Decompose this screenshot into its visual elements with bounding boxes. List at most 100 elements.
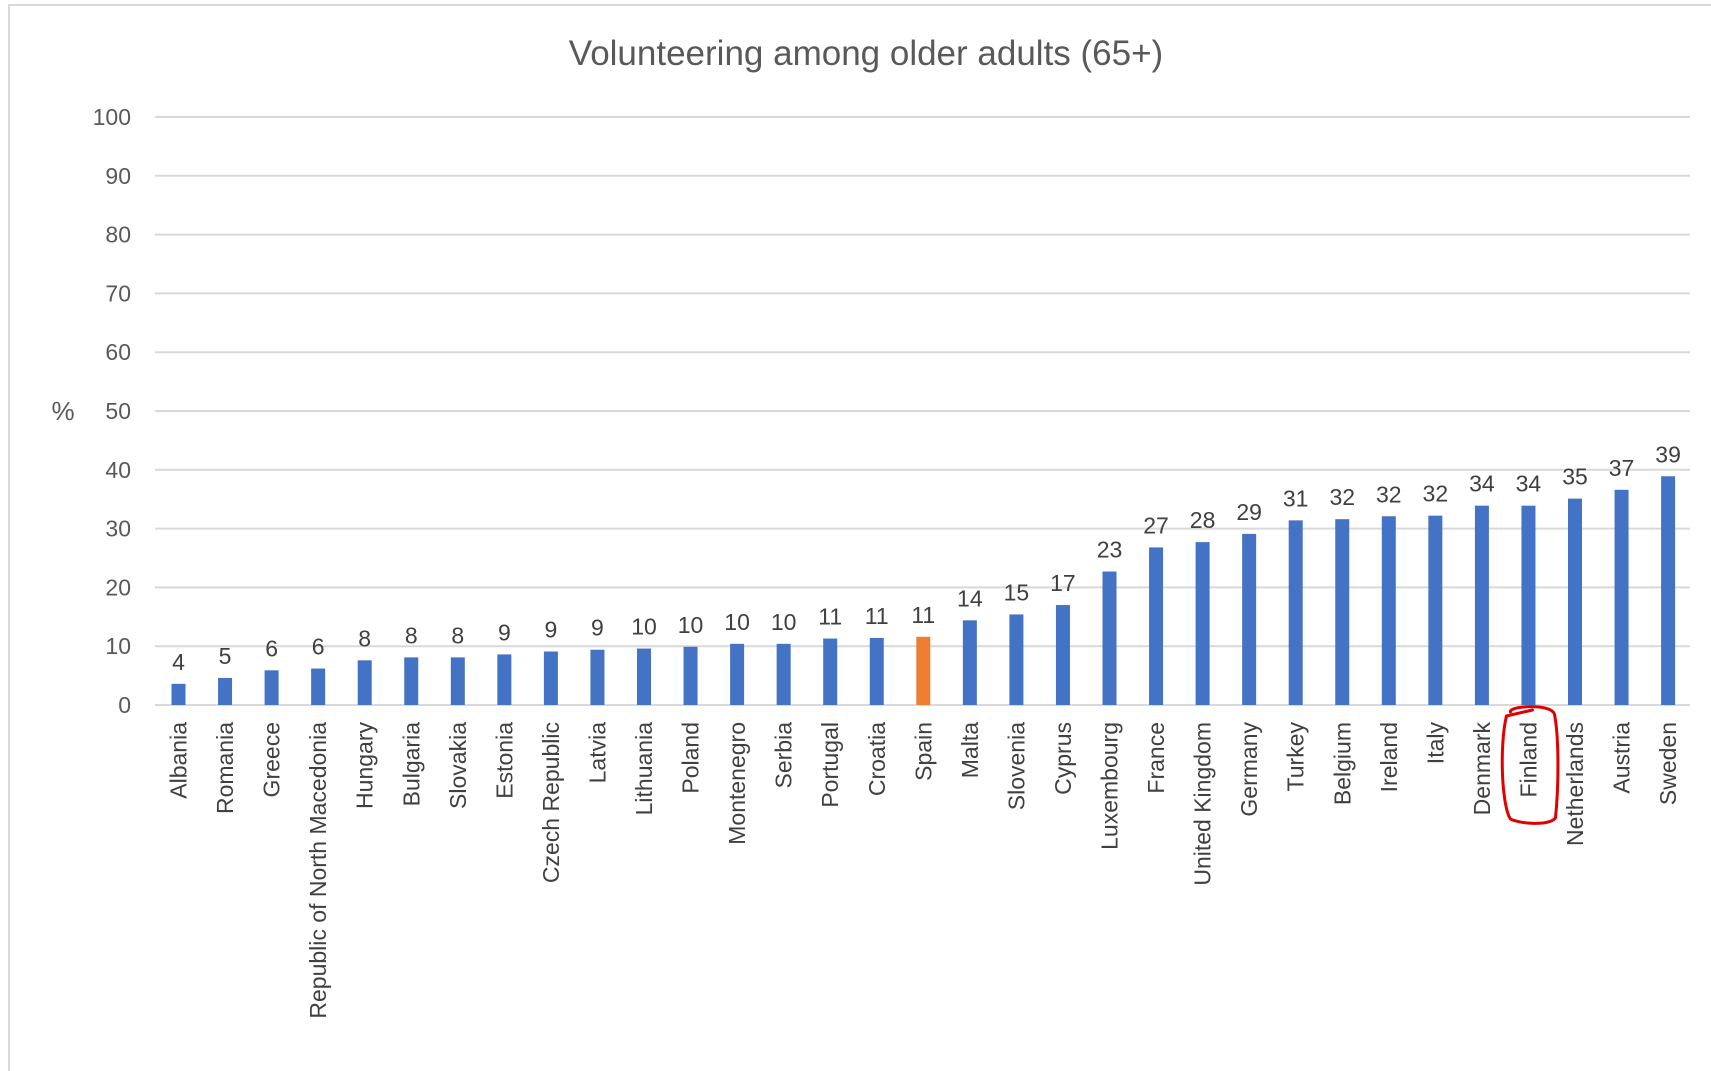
bar-romania (218, 678, 232, 705)
bar-cyprus (1056, 605, 1070, 705)
data-label: 27 (1143, 512, 1169, 538)
data-label: 32 (1423, 481, 1449, 507)
bar-greece (265, 670, 279, 705)
bar-montenegro (730, 644, 744, 705)
category-label: Denmark (1469, 722, 1495, 816)
data-label: 32 (1329, 484, 1355, 510)
category-label: Lithuania (631, 722, 657, 816)
category-label: Bulgaria (398, 722, 424, 807)
data-label: 6 (265, 635, 278, 661)
bar-latvia (590, 650, 604, 705)
category-label: Croatia (864, 722, 890, 796)
y-tick-label: 100 (93, 104, 131, 130)
category-label: Hungary (352, 722, 378, 809)
data-label: 15 (1004, 579, 1030, 605)
category-label: Greece (259, 722, 285, 797)
y-tick-label: 0 (118, 692, 131, 718)
bar-denmark (1475, 506, 1489, 705)
bars (172, 476, 1676, 705)
data-label: 29 (1236, 499, 1262, 525)
bar-lithuania (637, 649, 651, 705)
y-axis-label: % (51, 396, 74, 426)
data-label: 14 (957, 585, 983, 611)
bar-estonia (497, 654, 511, 705)
category-label: Slovenia (1003, 722, 1029, 810)
data-label: 8 (358, 625, 371, 651)
category-label: Malta (957, 722, 983, 778)
category-label: Estonia (491, 722, 517, 799)
category-label: Turkey (1283, 722, 1309, 792)
bar-italy (1428, 516, 1442, 705)
category-label: Montenegro (724, 722, 750, 845)
category-label: Austria (1609, 722, 1635, 794)
category-label: Latvia (584, 722, 610, 784)
data-label: 37 (1609, 455, 1635, 481)
y-tick-label: 30 (105, 516, 131, 542)
bar-turkey (1289, 520, 1303, 705)
category-label: Ireland (1376, 722, 1402, 792)
y-tick-label: 90 (105, 163, 131, 189)
data-label: 5 (219, 643, 232, 669)
data-label: 32 (1376, 481, 1402, 507)
bar-sweden (1661, 476, 1675, 705)
data-label: 9 (545, 616, 558, 642)
data-label: 9 (498, 619, 511, 645)
data-label: 35 (1562, 464, 1588, 490)
category-label: Spain (910, 722, 936, 781)
chart-title: Volunteering among older adults (65+) (569, 34, 1163, 73)
data-label: 10 (724, 609, 750, 635)
data-label: 10 (771, 609, 797, 635)
y-tick-label: 50 (105, 398, 131, 424)
data-label: 34 (1469, 471, 1495, 497)
bar-germany (1242, 534, 1256, 705)
category-label: Czech Republic (538, 722, 564, 883)
category-labels: Albania Romania Greece Republic of North Ma… (166, 722, 1682, 1019)
data-label: 17 (1050, 570, 1076, 596)
bar-belgium (1335, 519, 1349, 705)
category-label: Germany (1236, 722, 1262, 817)
bar-france (1149, 547, 1163, 705)
data-label: 31 (1283, 485, 1309, 511)
bar-austria (1615, 490, 1629, 705)
data-label: 23 (1097, 537, 1123, 563)
y-tick-label: 60 (105, 339, 131, 365)
bar-albania (172, 684, 186, 705)
data-label: 9 (591, 615, 604, 641)
category-label: Portugal (817, 722, 843, 808)
bar-serbia (777, 644, 791, 705)
bar-portugal (823, 639, 837, 705)
category-label: Belgium (1329, 722, 1355, 805)
category-label: Albania (166, 722, 192, 799)
category-label: Slovakia (445, 722, 471, 809)
category-label: Sweden (1655, 722, 1681, 805)
bar-bulgaria (404, 657, 418, 705)
data-label: 10 (678, 612, 704, 638)
data-label: 28 (1190, 507, 1216, 533)
y-tick-label: 20 (105, 574, 131, 600)
bar-netherlands (1568, 499, 1582, 705)
bar-ireland (1382, 516, 1396, 705)
bar-malta (963, 620, 977, 705)
data-label: 34 (1516, 471, 1542, 497)
bar-slovenia (1009, 614, 1023, 705)
data-label: 4 (172, 649, 185, 675)
bar-hungary (358, 660, 372, 705)
data-label: 10 (631, 614, 657, 640)
data-label: 8 (405, 622, 418, 648)
data-label: 6 (312, 634, 325, 660)
y-tick-label: 40 (105, 457, 131, 483)
bar-republic-of-north-macedonia (311, 669, 325, 705)
y-axis-ticks: 0 10 20 30 40 50 60 70 80 90 100 (93, 104, 131, 718)
data-label: 8 (451, 622, 464, 648)
bar-slovakia (451, 657, 465, 705)
category-label: Finland (1515, 722, 1541, 797)
y-tick-label: 80 (105, 222, 131, 248)
y-tick-label: 70 (105, 280, 131, 306)
data-label: 39 (1655, 441, 1681, 467)
category-label: Romania (212, 722, 238, 814)
data-label: 11 (818, 604, 842, 630)
category-label: Republic of North Macedonia (305, 722, 331, 1019)
category-label: United Kingdom (1190, 722, 1216, 886)
bar-luxembourg (1103, 572, 1117, 705)
